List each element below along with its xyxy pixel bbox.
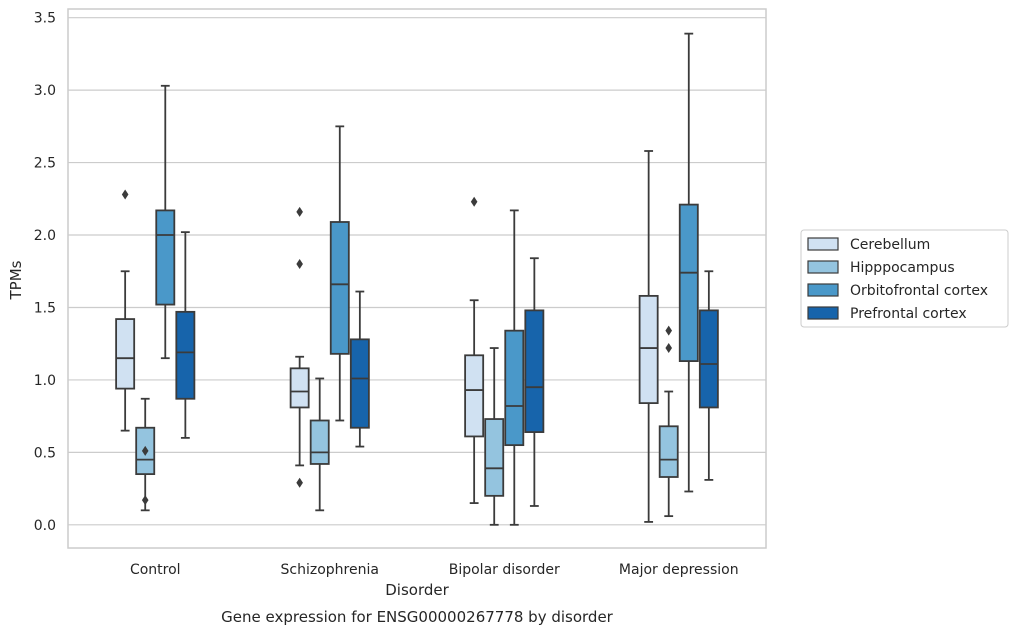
y-tick-label: 0.0 (34, 518, 56, 534)
legend-swatch (807, 237, 839, 251)
box-iqr (638, 294, 659, 405)
box-cerebellum (638, 150, 659, 523)
x-tick-label: Control (130, 562, 181, 578)
box-iqr (504, 329, 525, 447)
legend-swatch (807, 283, 839, 297)
outlier-point (470, 196, 478, 207)
box-iqr (155, 209, 176, 306)
box-series (115, 32, 719, 526)
box-iqr (484, 418, 505, 497)
x-tick-label: Bipolar disorder (449, 562, 560, 578)
y-tick-label: 0.5 (34, 445, 56, 461)
y-tick-label: 3.5 (34, 11, 56, 27)
box-hipppocampus (309, 377, 330, 512)
x-tick-labels: Control Schizophrenia Bipolar disorder Majo… (130, 562, 739, 578)
box-iqr (349, 338, 370, 429)
legend-swatch (807, 306, 839, 320)
legend-swatch (807, 260, 839, 274)
outlier-point (141, 495, 149, 506)
outlier-point (121, 189, 129, 200)
box-iqr (115, 318, 136, 390)
outlier-point (296, 206, 303, 217)
box-hipppocampus (658, 325, 679, 518)
outlier-point (296, 259, 303, 270)
x-axis-label: Disorder (385, 581, 449, 599)
legend: Cerebellum Hipppocampus Orbitofrontal cort… (800, 229, 1009, 328)
y-tick-label: 2.5 (34, 156, 56, 172)
box-orbitofrontal-cortex (155, 84, 176, 360)
legend-label: Hipppocampus (850, 260, 955, 276)
box-iqr (289, 367, 310, 409)
box-cerebellum (115, 189, 136, 432)
plot-frame (67, 8, 767, 549)
chart-caption: Gene expression for ENSG00000267778 by d… (221, 608, 614, 626)
box-orbitofrontal-cortex (329, 125, 350, 422)
box-hipppocampus (484, 347, 505, 526)
box-iqr (309, 419, 330, 465)
y-tick-label: 2.0 (34, 228, 56, 244)
box-iqr (678, 203, 699, 362)
box-iqr (658, 425, 679, 478)
box-cerebellum (464, 196, 485, 504)
y-axis-label: TPMs (7, 260, 25, 300)
legend-label: Cerebellum (850, 237, 930, 253)
outlier-point (665, 343, 673, 354)
box-hipppocampus (135, 397, 156, 512)
box-prefrontal-cortex (524, 257, 545, 507)
outlier-point (296, 477, 303, 488)
x-tick-label: Major depression (619, 562, 739, 578)
legend-label: Prefrontal cortex (850, 306, 967, 322)
legend-label: Orbitofrontal cortex (850, 283, 988, 299)
box-iqr (698, 309, 719, 409)
box-prefrontal-cortex (175, 231, 196, 439)
x-tick-label: Schizophrenia (281, 562, 379, 578)
y-tick-label: 1.0 (34, 373, 56, 389)
box-iqr (464, 354, 485, 438)
box-orbitofrontal-cortex (504, 209, 525, 526)
box-orbitofrontal-cortex (678, 32, 699, 493)
box-prefrontal-cortex (349, 290, 370, 448)
outlier-point (665, 325, 673, 336)
box-cerebellum (289, 206, 310, 488)
y-tick-label: 3.0 (34, 83, 56, 99)
box-prefrontal-cortex (698, 270, 719, 481)
y-tick-labels: 0.0 0.5 1.0 1.5 2.0 2.5 3.0 3.5 (34, 11, 56, 534)
box-iqr (524, 309, 545, 433)
legend-frame (800, 229, 1009, 328)
y-tick-label: 1.5 (34, 300, 56, 316)
box-iqr (175, 310, 196, 400)
outlier-point (141, 445, 149, 456)
box-iqr (329, 221, 350, 355)
